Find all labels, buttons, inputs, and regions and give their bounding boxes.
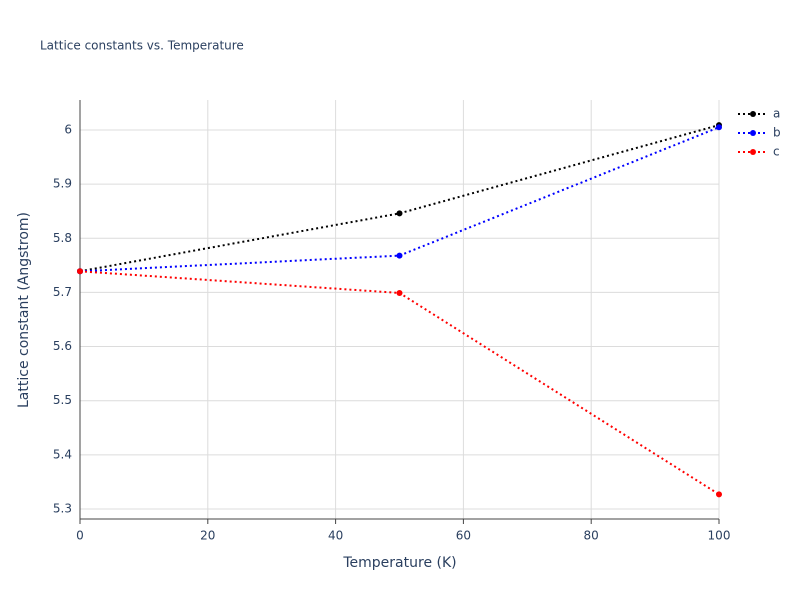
y-tick-label: 5.5 bbox=[53, 393, 72, 407]
y-tick-label: 5.4 bbox=[53, 447, 72, 461]
chart-title: Lattice constants vs. Temperature bbox=[40, 39, 244, 53]
series-line bbox=[79, 126, 720, 273]
x-tick-label: 60 bbox=[456, 529, 471, 543]
y-tick-label: 6 bbox=[64, 122, 72, 136]
data-point bbox=[396, 289, 403, 296]
legend-marker bbox=[750, 149, 756, 155]
series-line bbox=[79, 270, 720, 496]
data-point bbox=[716, 124, 722, 131]
legend-label: c bbox=[773, 145, 780, 159]
x-tick-label: 40 bbox=[328, 529, 343, 543]
data-point bbox=[77, 268, 83, 275]
y-tick-label: 5.3 bbox=[53, 501, 72, 515]
x-axis-title: Temperature (K) bbox=[342, 555, 456, 571]
x-tick-label: 80 bbox=[584, 529, 599, 543]
data-point bbox=[396, 210, 403, 217]
data-point bbox=[396, 252, 403, 259]
y-tick-label: 5.9 bbox=[53, 177, 72, 191]
x-tick-label: 100 bbox=[708, 529, 731, 543]
y-tick-label: 5.7 bbox=[53, 285, 72, 299]
legend-label: a bbox=[773, 107, 780, 121]
y-tick-label: 5.6 bbox=[53, 339, 72, 353]
legend-marker bbox=[750, 130, 756, 136]
legend-marker bbox=[750, 111, 756, 117]
data-point bbox=[716, 491, 722, 498]
x-tick-label: 0 bbox=[76, 529, 84, 543]
y-tick-label: 5.8 bbox=[53, 231, 72, 245]
legend-label: b bbox=[773, 126, 781, 140]
y-axis-title: Lattice constant (Angstrom) bbox=[16, 212, 32, 408]
series-line bbox=[79, 124, 720, 273]
x-tick-label: 20 bbox=[200, 529, 215, 543]
